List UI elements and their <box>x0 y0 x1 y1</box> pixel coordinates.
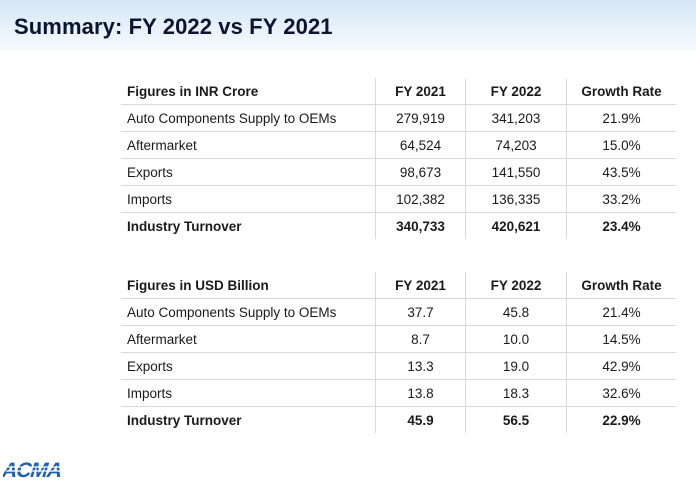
cell-fy2021: 13.8 <box>375 379 466 407</box>
row-label: Aftermarket <box>121 325 376 353</box>
cell-growth: 14.5% <box>566 325 676 353</box>
cell-fy2021: 13.3 <box>375 352 466 380</box>
table-row: Imports 102,382 136,335 33.2% <box>121 185 676 213</box>
table-row: Aftermarket 64,524 74,203 15.0% <box>121 131 676 159</box>
cell-growth: 32.6% <box>566 379 676 407</box>
header-cell-label: Figures in USD Billion <box>121 272 376 299</box>
table-row: Imports 13.8 18.3 32.6% <box>121 379 676 407</box>
cell-fy2021: 98,673 <box>375 158 466 186</box>
row-label: Industry Turnover <box>127 412 242 428</box>
cell-growth: 22.9% <box>566 406 676 433</box>
row-label: Imports <box>121 379 376 407</box>
header-cell-fy2021: FY 2021 <box>375 272 466 299</box>
cell-growth: 23.4% <box>566 212 676 239</box>
table-row: Aftermarket 8.7 10.0 14.5% <box>121 325 676 353</box>
cell-growth: 42.9% <box>566 352 676 380</box>
header-cell-fy2021: FY 2021 <box>375 78 466 105</box>
cell-fy2022: 136,335 <box>465 185 567 213</box>
header-band <box>0 0 696 50</box>
table-row: Exports 13.3 19.0 42.9% <box>121 352 676 380</box>
cell-growth: 21.9% <box>566 104 676 132</box>
inr-table: Figures in INR Crore FY 2021 FY 2022 Gro… <box>121 78 676 239</box>
cell-fy2021: 102,382 <box>375 185 466 213</box>
page-title: Summary: FY 2022 vs FY 2021 <box>14 14 333 39</box>
row-label: Auto Components Supply to OEMs <box>121 104 376 132</box>
cell-fy2021: 8.7 <box>375 325 466 353</box>
cell-fy2021: 340,733 <box>375 212 466 239</box>
cell-growth: 43.5% <box>566 158 676 186</box>
row-label: Industry Turnover <box>127 218 242 234</box>
cell-fy2022: 141,550 <box>465 158 567 186</box>
header-cell-fy2022: FY 2022 <box>465 78 567 105</box>
usd-table: Figures in USD Billion FY 2021 FY 2022 G… <box>121 272 676 433</box>
cell-fy2022: 19.0 <box>465 352 567 380</box>
cell-growth: 21.4% <box>566 298 676 326</box>
header-cell-fy2022: FY 2022 <box>465 272 567 299</box>
cell-fy2022: 341,203 <box>465 104 567 132</box>
row-label: Imports <box>121 185 376 213</box>
cell-fy2021: 37.7 <box>375 298 466 326</box>
cell-fy2022: 420,621 <box>465 212 567 239</box>
table-header-row: Figures in INR Crore FY 2021 FY 2022 Gro… <box>121 78 676 105</box>
table-total-row: Industry Turnover 45.9 56.5 22.9% <box>121 406 676 433</box>
header-cell-growth: Growth Rate <box>566 272 676 299</box>
row-label: Aftermarket <box>121 131 376 159</box>
row-label: Auto Components Supply to OEMs <box>121 298 376 326</box>
cell-fy2022: 18.3 <box>465 379 567 407</box>
cell-growth: 15.0% <box>566 131 676 159</box>
row-label: Exports <box>121 158 376 186</box>
header-cell-label: Figures in INR Crore <box>121 78 376 105</box>
acma-logo: ACMA <box>3 459 71 482</box>
header-cell-growth: Growth Rate <box>566 78 676 105</box>
cell-fy2021: 279,919 <box>375 104 466 132</box>
cell-fy2022: 10.0 <box>465 325 567 353</box>
table-total-row: Industry Turnover 340,733 420,621 23.4% <box>121 212 676 239</box>
cell-fy2021: 45.9 <box>375 406 466 433</box>
cell-fy2022: 56.5 <box>465 406 567 433</box>
cell-growth: 33.2% <box>566 185 676 213</box>
cell-fy2022: 74,203 <box>465 131 567 159</box>
cell-fy2022: 45.8 <box>465 298 567 326</box>
table-row: Exports 98,673 141,550 43.5% <box>121 158 676 186</box>
row-label: Exports <box>121 352 376 380</box>
table-row: Auto Components Supply to OEMs 279,919 3… <box>121 104 676 132</box>
table-header-row: Figures in USD Billion FY 2021 FY 2022 G… <box>121 272 676 299</box>
table-row: Auto Components Supply to OEMs 37.7 45.8… <box>121 298 676 326</box>
cell-fy2021: 64,524 <box>375 131 466 159</box>
